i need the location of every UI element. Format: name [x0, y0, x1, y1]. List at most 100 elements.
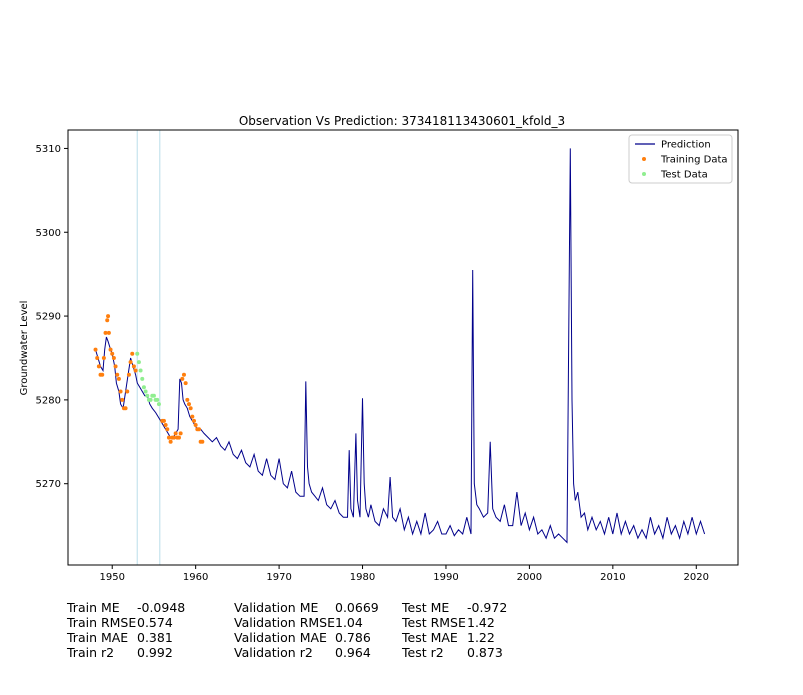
test-data-point — [145, 393, 150, 398]
metric-value: 0.964 — [335, 645, 371, 660]
training-data-point — [178, 431, 183, 436]
training-data-point — [128, 360, 133, 365]
plot-series — [93, 148, 706, 544]
prediction-line — [95, 148, 706, 544]
x-tick-label: 2010 — [600, 572, 625, 583]
y-axis-label: Groundwater Level — [19, 301, 30, 396]
metric-name: Validation RMSE — [234, 615, 336, 630]
training-data-point — [196, 427, 201, 432]
plot-frame — [67, 129, 739, 566]
training-data-point — [163, 423, 168, 428]
training-data-point — [101, 355, 106, 360]
training-data-point — [111, 355, 116, 360]
x-tick-label: 1970 — [266, 572, 291, 583]
training-data-point — [181, 372, 186, 377]
metric-name: Validation MAE — [234, 630, 327, 645]
metric-value: -0.0948 — [137, 600, 186, 615]
y-tick-label: 5310 — [36, 144, 61, 155]
training-data-point — [161, 418, 166, 423]
training-data-point — [120, 397, 125, 402]
training-data-point — [183, 381, 188, 386]
training-data-point — [166, 435, 171, 440]
metric-value: 0.0669 — [335, 600, 379, 615]
test-data-point — [148, 397, 153, 402]
training-data-point — [106, 314, 111, 319]
x-tick-label: 1960 — [183, 572, 208, 583]
metric-name: Train ME — [67, 600, 120, 615]
legend-training-label: Training Data — [660, 155, 728, 166]
test-data-point — [155, 397, 160, 402]
training-data-point — [180, 376, 185, 381]
y-tick-label: 5280 — [36, 395, 61, 406]
legend-test-swatch — [642, 172, 646, 176]
chart-title: Observation Vs Prediction: 3734181134306… — [239, 114, 565, 128]
training-data-point — [125, 389, 130, 394]
metric-value: -0.972 — [467, 600, 508, 615]
x-tick-label: 1950 — [99, 572, 124, 583]
axis-ticks: 1950 1960 1970 1980 1990 2000 2010 2020 5270 5280… — [36, 144, 709, 583]
test-data-point — [140, 376, 145, 381]
training-data-point — [103, 330, 108, 335]
training-data-point — [186, 402, 191, 407]
x-tick-label: 1990 — [433, 572, 458, 583]
metric-value: 0.786 — [335, 630, 371, 645]
training-data-point — [123, 406, 128, 411]
training-data-point — [115, 372, 120, 377]
metric-value: 1.22 — [467, 630, 495, 645]
legend-prediction-label: Prediction — [661, 140, 711, 151]
metric-name: Train r2 — [67, 645, 115, 660]
test-data-point — [135, 351, 140, 356]
test-data-point — [151, 393, 156, 398]
y-tick-label: 5290 — [36, 312, 61, 323]
training-data-point — [171, 435, 176, 440]
y-tick-label: 5270 — [36, 479, 61, 490]
test-data-point — [138, 368, 143, 373]
training-data-point — [131, 364, 136, 369]
training-data-point — [105, 318, 110, 323]
legend-training-swatch — [642, 157, 646, 161]
metric-name: Validation r2 — [234, 645, 313, 660]
metric-value: 1.04 — [335, 615, 363, 630]
test-data-point — [156, 402, 161, 407]
training-data-point — [168, 439, 173, 444]
training-data-point — [130, 351, 135, 356]
x-tick-label: 2000 — [517, 572, 542, 583]
metric-value: 0.992 — [137, 645, 173, 660]
training-data-point — [191, 418, 196, 423]
training-data-point — [188, 406, 193, 411]
training-data-point — [173, 431, 178, 436]
metric-value: 0.381 — [137, 630, 173, 645]
y-tick-label: 5300 — [36, 228, 61, 239]
x-tick-label: 2020 — [684, 572, 709, 583]
training-data-point — [193, 423, 198, 428]
training-data-point — [200, 439, 205, 444]
training-data-point — [100, 372, 105, 377]
legend-test-label: Test Data — [660, 170, 708, 181]
training-data-point — [190, 414, 195, 419]
metric-name: Test r2 — [402, 645, 444, 660]
training-data-point — [110, 351, 115, 356]
metric-value: 0.574 — [137, 615, 173, 630]
training-data-point — [95, 355, 100, 360]
training-data-point — [126, 372, 131, 377]
metric-name: Train MAE — [67, 630, 129, 645]
test-data-point — [141, 385, 146, 390]
x-tick-label: 1980 — [350, 572, 375, 583]
metric-name: Test ME — [402, 600, 450, 615]
training-data-point — [108, 347, 113, 352]
training-data-point — [93, 347, 98, 352]
metric-name: Test RMSE — [402, 615, 466, 630]
training-data-point — [106, 330, 111, 335]
training-data-point — [185, 397, 190, 402]
training-data-point — [116, 376, 121, 381]
legend: Prediction Training Data Test Data — [628, 134, 733, 184]
metric-value: 1.42 — [467, 615, 495, 630]
training-data-point — [96, 364, 101, 369]
training-data-point — [133, 368, 138, 373]
legend-box — [628, 134, 733, 184]
training-data-point — [118, 389, 123, 394]
metric-name: Validation ME — [234, 600, 319, 615]
fold-boundaries — [136, 130, 161, 565]
metric-name: Test MAE — [402, 630, 458, 645]
